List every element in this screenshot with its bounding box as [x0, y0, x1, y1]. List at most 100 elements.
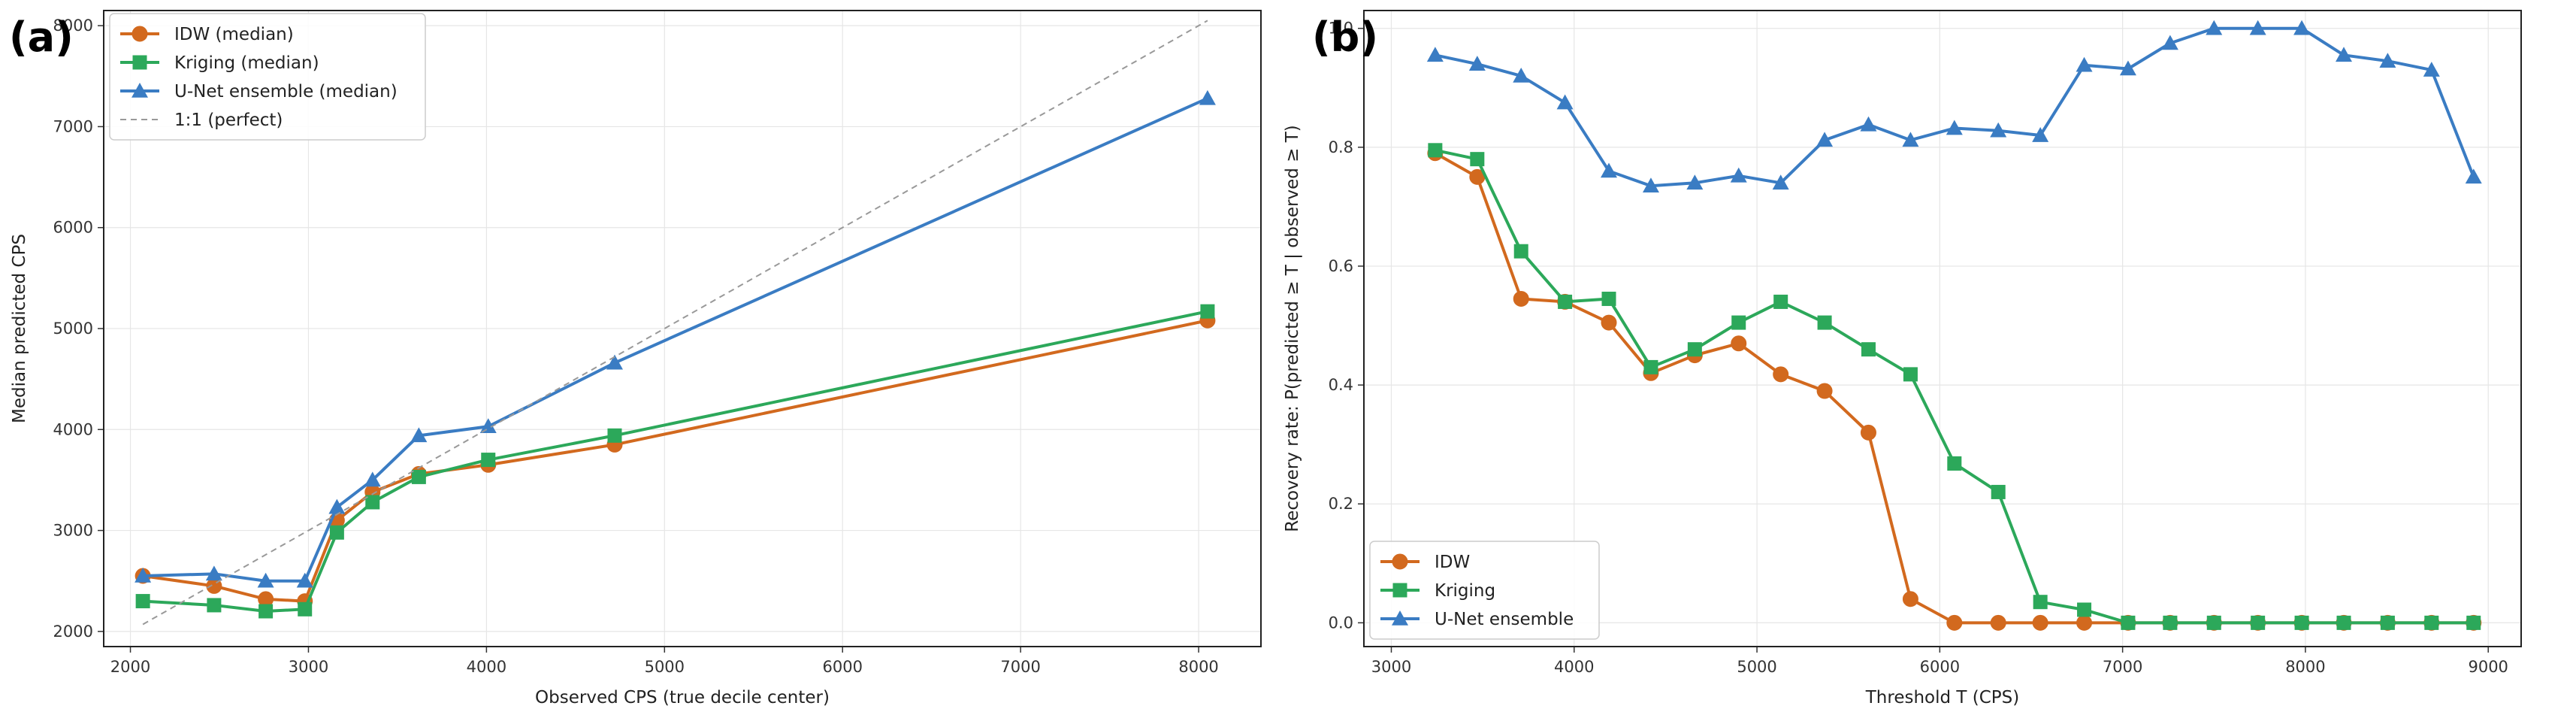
data-point [2076, 614, 2093, 631]
data-point [1601, 162, 1618, 178]
y-tick-label: 2000 [53, 623, 93, 641]
data-point [481, 453, 496, 468]
y-tick-label: 1.0 [1329, 20, 1353, 38]
series-line [1435, 26, 2475, 188]
series-u-net-ensemble-median [135, 89, 1216, 588]
data-point [1601, 314, 1617, 331]
x-tick-label: 6000 [823, 658, 863, 676]
y-axis-label: Recovery rate: P(predicted ≥ T | observe… [1283, 125, 1302, 532]
legend-marker [132, 26, 148, 42]
legend-entry: IDW [1435, 553, 1470, 572]
data-point [1816, 132, 1834, 147]
legend-entry: U-Net ensemble [1435, 610, 1574, 629]
y-tick-label: 7000 [53, 117, 93, 135]
data-point [2423, 62, 2440, 77]
legend: IDW Kriging U-Net ensemble [1369, 541, 1600, 640]
plot-frame [1363, 10, 2522, 647]
data-point [2119, 60, 2136, 76]
x-tick-label: 4000 [467, 658, 506, 676]
x-tick-label: 6000 [1920, 658, 1960, 676]
data-point [205, 565, 222, 581]
panel-label: (a) [9, 14, 74, 61]
x-tick-label: 7000 [2103, 658, 2142, 676]
y-axis-label: Median predicted CPS [10, 234, 29, 423]
y-tick-label: 0.6 [1329, 257, 1353, 275]
legend-box [109, 13, 426, 141]
data-point [2379, 53, 2396, 68]
data-point [2032, 614, 2048, 631]
data-point [2251, 615, 2266, 630]
data-point [329, 525, 344, 540]
data-point [135, 568, 152, 583]
panel-label: (b) [1312, 14, 1378, 61]
y-tick-label: 8000 [53, 17, 93, 35]
data-point [1860, 424, 1876, 441]
data-point [1990, 614, 2006, 631]
data-point [2424, 615, 2439, 630]
data-point [364, 471, 381, 487]
series-idw-median [135, 312, 1216, 610]
data-point [1903, 367, 1918, 382]
legend-marker [132, 55, 147, 70]
data-point [1643, 359, 1658, 374]
data-point [2077, 602, 2092, 617]
legend: IDW (median) Kriging (median) U-Net ensemb… [109, 13, 426, 141]
chart-panel-2: 3000 4000 5000 6000 7000 8000 9000 0.0 0.2 0.4 0.6… [1283, 10, 2522, 707]
data-point [1947, 456, 1962, 471]
data-point [2336, 615, 2351, 630]
data-point [1470, 152, 1485, 167]
data-point [135, 594, 150, 609]
data-point [2466, 615, 2481, 630]
x-tick-label: 7000 [1000, 658, 1040, 676]
data-point [2032, 127, 2049, 142]
data-point [2293, 20, 2311, 35]
data-point [296, 572, 313, 588]
data-point [2336, 47, 2353, 62]
data-point [298, 601, 313, 617]
data-point [606, 354, 623, 370]
y-tick-label: 3000 [53, 522, 93, 540]
x-axis-label: Observed CPS (true decile center) [535, 688, 830, 707]
data-point [1772, 174, 1789, 190]
data-point [1513, 290, 1529, 307]
x-tick-label: 5000 [1737, 658, 1776, 676]
data-point [1991, 484, 2006, 499]
data-point [1687, 342, 1702, 357]
x-tick-label: 8000 [1178, 658, 1218, 676]
series-line [143, 97, 1208, 583]
data-point [1199, 89, 1216, 105]
x-tick-label: 9000 [2468, 658, 2508, 676]
y-tick-label: 5000 [53, 320, 93, 338]
data-point [2380, 615, 2395, 630]
data-point [1817, 315, 1832, 330]
data-point [2206, 20, 2223, 35]
data-point [2163, 615, 2178, 630]
x-tick-label: 3000 [289, 658, 328, 676]
data-point [1426, 47, 1444, 62]
data-point [1686, 174, 1704, 190]
series-kriging-median [135, 304, 1215, 619]
series-line [143, 310, 1208, 613]
series-line [142, 319, 1208, 603]
data-point [2076, 56, 2093, 72]
data-point [1200, 304, 1215, 319]
data-point [1946, 120, 1963, 135]
legend-entry: 1:1 (perfect) [174, 111, 283, 130]
y-tick-label: 0.8 [1329, 138, 1353, 156]
data-point [2161, 35, 2178, 50]
y-tick-label: 4000 [53, 420, 93, 438]
legend-entry: IDW (median) [174, 25, 294, 44]
legend-marker [1392, 610, 1408, 626]
data-point [2294, 615, 2309, 630]
legend-entry: Kriging (median) [174, 53, 319, 73]
data-point [1730, 167, 1747, 183]
data-point [607, 428, 622, 443]
legend-entry: U-Net ensemble (median) [174, 82, 398, 101]
data-point [2206, 615, 2221, 630]
data-point [1902, 132, 1919, 147]
chart-panel-1: 2000 3000 4000 5000 6000 7000 8000 2000 3000 4000… [9, 10, 1262, 707]
data-point [1773, 366, 1789, 383]
series-kriging [1428, 143, 2481, 630]
data-point [2121, 615, 2136, 630]
